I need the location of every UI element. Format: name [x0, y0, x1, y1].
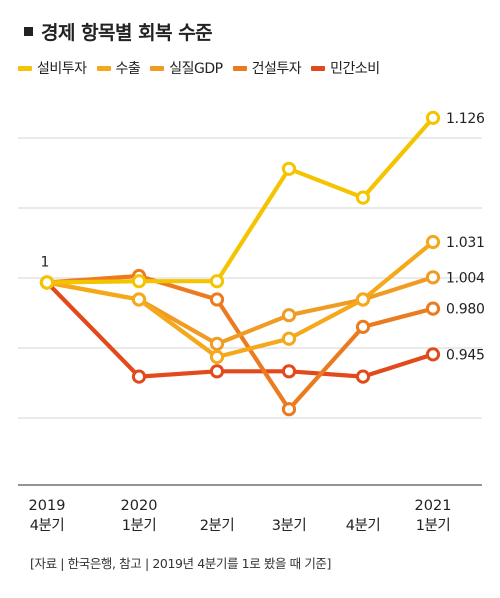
- legend-swatch: [150, 65, 165, 71]
- x-tick-quarter: 1분기: [122, 517, 156, 534]
- data-point-0-0: [39, 275, 55, 290]
- end-value-label-0: 1.126: [446, 111, 485, 127]
- legend-item-2: 실질GDP: [150, 58, 223, 78]
- x-tick-year: 2021: [415, 498, 452, 514]
- end-value-label-4: 0.945: [446, 347, 485, 363]
- chart-title-bar: 경제 항목별 회복 수준: [24, 18, 213, 45]
- data-point-0-3: [281, 161, 297, 176]
- legend-swatch: [96, 65, 111, 71]
- x-tick-year: 2019: [29, 498, 66, 514]
- legend-swatch: [232, 65, 247, 71]
- series-line-4: [44, 280, 436, 379]
- data-point-4-4: [355, 369, 371, 384]
- data-point-4-2: [209, 364, 225, 379]
- data-point-1-1: [131, 292, 147, 307]
- series-line-3: [44, 273, 436, 412]
- start-value-label: 1: [41, 255, 50, 271]
- data-point-3-2: [209, 292, 225, 307]
- data-point-0-5: [425, 110, 441, 126]
- data-point-4-3: [281, 364, 297, 379]
- data-point-1-2: [209, 349, 225, 365]
- end-value-label-2: 1.004: [446, 270, 485, 286]
- data-point-0-4: [355, 190, 371, 205]
- end-value-label-1: 1.031: [446, 235, 485, 251]
- legend-swatch: [18, 65, 32, 71]
- x-tick-quarter: 1분기: [416, 517, 450, 534]
- legend-item-0: 설비투자: [18, 58, 87, 78]
- data-point-2-2: [209, 336, 225, 351]
- legend-label: 건설투자: [251, 61, 302, 77]
- data-point-1-5: [425, 234, 441, 250]
- x-tick-quarter: 4분기: [30, 517, 64, 534]
- end-value-label-3: 0.980: [446, 302, 485, 318]
- legend-item-1: 수출: [96, 58, 141, 78]
- chart-title: 경제 항목별 회복 수준: [41, 22, 213, 44]
- legend-label: 실질GDP: [169, 61, 223, 77]
- title-bullet-icon: [24, 27, 33, 36]
- data-point-0-1: [131, 274, 147, 289]
- data-point-1-4: [355, 292, 371, 307]
- data-point-4-1: [131, 369, 147, 384]
- legend-item-3: 건설투자: [232, 58, 302, 78]
- x-tick-year: 2020: [121, 498, 158, 514]
- legend-item-4: 민간소비: [311, 58, 380, 78]
- data-point-4-5: [425, 347, 441, 362]
- data-point-3-3: [281, 402, 297, 417]
- series-line-0: [44, 115, 436, 285]
- legend-label: 수출: [115, 61, 141, 77]
- data-point-2-5: [425, 270, 441, 285]
- chart-source-note: [자료 | 한국은행, 참고 | 2019년 4분기를 1로 봤을 때 기준]: [30, 556, 332, 571]
- data-point-2-3: [281, 308, 297, 323]
- series-line-1: [44, 239, 436, 360]
- legend-swatch: [311, 65, 326, 71]
- data-point-3-5: [425, 301, 441, 316]
- legend-label: 민간소비: [330, 61, 380, 77]
- x-tick-quarter: 4분기: [346, 517, 380, 534]
- x-tick-quarter: 3분기: [272, 517, 306, 534]
- chart-legend: 설비투자 수출 실질GDP 건설투자 민간소비: [18, 58, 380, 78]
- x-tick-quarter: 2분기: [200, 517, 234, 534]
- data-point-0-2: [209, 274, 225, 289]
- data-point-3-4: [355, 319, 371, 334]
- data-point-1-3: [281, 331, 297, 346]
- legend-label: 설비투자: [37, 61, 87, 77]
